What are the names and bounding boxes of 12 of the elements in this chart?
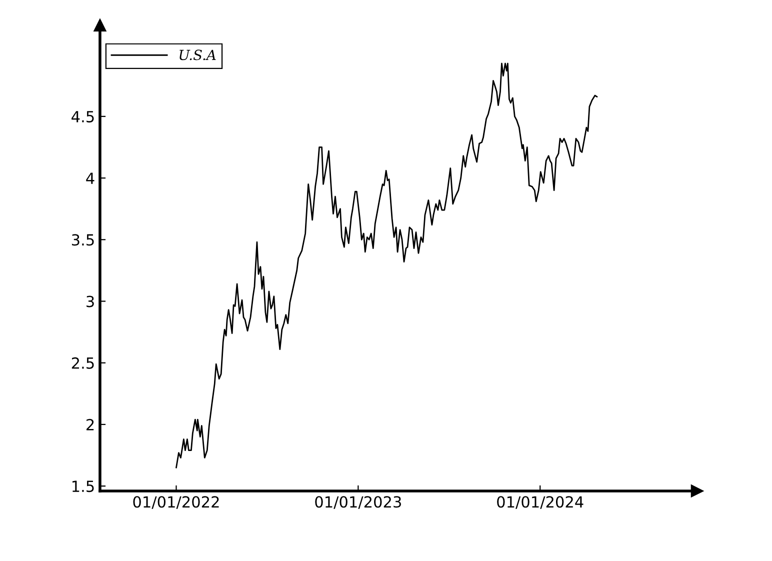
y-tick-label: 4.5 xyxy=(72,111,94,122)
x-tick-label: 01/01/2024 xyxy=(497,496,584,509)
line-series xyxy=(176,62,598,468)
legend-label: U.S.A xyxy=(180,50,216,60)
y-tick-label: 2.5 xyxy=(72,357,94,369)
y-tick-label: 3 xyxy=(86,296,94,308)
y-tick-label: 3.5 xyxy=(72,234,94,246)
x-tick-label: 01/01/2023 xyxy=(315,496,401,509)
x-tick-label: 01/01/2022 xyxy=(133,496,219,509)
y-tick-label: 2 xyxy=(86,418,94,430)
y-tick-label: 4 xyxy=(86,172,94,184)
y-tick-label: 1.5 xyxy=(72,480,94,492)
